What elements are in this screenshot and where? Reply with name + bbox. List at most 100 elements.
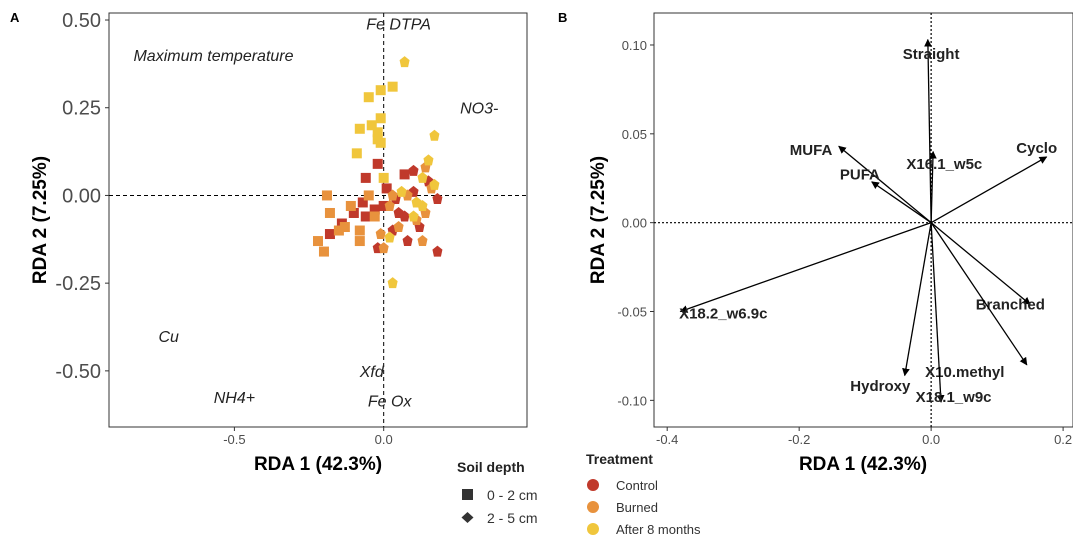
b-vector-label: X18.2_w6.9c — [679, 305, 767, 322]
panel-a-environment-labels: Fe DTPA Maximum temperature NO3- Cu Xfd NH4+ F… — [133, 17, 498, 411]
panel-b-x-axis-title: RDA 1 (42.3%) — [799, 454, 927, 475]
a-point-pentagon — [432, 192, 443, 204]
b-vector-arrow — [930, 222, 1031, 305]
legend-soil-depth: Soil depth 0 - 2 cm 2 - 5 cm — [457, 459, 538, 526]
a-y-tick-label: -0.50 — [55, 361, 101, 383]
legend-treatment-title: Treatment — [586, 451, 653, 467]
a-point-pentagon — [387, 277, 398, 289]
a-point-square — [375, 85, 386, 96]
a-point-pentagon — [396, 185, 407, 197]
a-point-square — [360, 211, 371, 222]
a-environment-label: NO3- — [460, 101, 498, 118]
a-point-square — [354, 225, 365, 236]
b-y-tick-label: 0.00 — [622, 216, 647, 231]
a-point-square — [369, 204, 380, 215]
a-point-square — [324, 229, 335, 240]
b-y-tick-label: 0.10 — [622, 38, 647, 53]
legend-treatment-control: Control — [616, 478, 658, 493]
a-environment-label: NH4+ — [214, 390, 255, 407]
a-point-pentagon — [417, 235, 428, 247]
b-vector-arrow — [871, 181, 932, 224]
a-point-square — [321, 190, 332, 201]
a-environment-label: Cu — [158, 329, 179, 346]
a-point-square — [318, 246, 329, 257]
a-point-square — [378, 200, 389, 211]
a-point-square — [372, 134, 383, 145]
a-point-square — [354, 123, 365, 134]
panel-b-vectors: Straight Cyclo MUFA PUFA X16.1_w5c X18.2_w6.9… — [679, 38, 1057, 406]
a-point-pentagon — [429, 178, 440, 190]
panel-a: A -0.5 0.0 0.50 0.25 0.00 -0.25 -0.50 Fe DTPA M… — [10, 10, 528, 475]
panel-a-reference-lines — [109, 13, 527, 427]
a-point-pentagon — [375, 228, 386, 240]
legend-soil-depth-item-1: 0 - 2 cm — [487, 487, 538, 503]
b-y-tick-label: 0.05 — [622, 127, 647, 142]
b-vector-arrow — [838, 145, 932, 224]
a-point-square — [333, 225, 344, 236]
legend-diamond-marker — [461, 512, 474, 523]
a-point-pentagon — [402, 235, 413, 247]
b-vector-arrow — [679, 222, 932, 313]
b-vector-label: Hydroxy — [850, 378, 911, 395]
a-point-pentagon — [399, 56, 410, 68]
panel-a-ticks: -0.5 0.0 0.50 0.25 0.00 -0.25 -0.50 — [55, 10, 392, 447]
panel-a-y-axis-title: RDA 2 (7.25%) — [30, 156, 51, 284]
a-point-square — [313, 236, 323, 247]
a-point-square — [360, 172, 371, 183]
a-point-pentagon — [429, 129, 440, 141]
b-x-tick-label: 0.2 — [1054, 432, 1072, 447]
a-point-square — [366, 120, 377, 131]
b-vector-label: X16.1_w5c — [906, 156, 982, 173]
b-y-tick-label: -0.05 — [617, 305, 647, 320]
a-point-square — [399, 169, 410, 180]
a-point-square — [372, 127, 383, 138]
panel-b-reference-lines — [654, 13, 1073, 427]
b-vector-label: Cyclo — [1016, 140, 1057, 157]
a-point-pentagon — [393, 221, 404, 233]
b-vector-label: PUFA — [840, 167, 880, 184]
legend-treatment: Treatment Control Burned After 8 months — [586, 451, 701, 537]
b-vector-arrow — [929, 150, 937, 223]
a-point-pentagon — [432, 245, 443, 257]
panel-b-ticks: -0.4 -0.2 0.0 0.2 0.10 0.05 0.00 -0.05 -0.10 — [617, 38, 1072, 447]
a-point-square — [351, 148, 362, 159]
b-vector-arrow — [930, 222, 945, 403]
panel-a-frame — [108, 12, 528, 428]
a-point-square — [348, 207, 359, 218]
a-point-pentagon — [408, 164, 419, 176]
a-point-square — [357, 197, 368, 208]
b-vector-arrow — [924, 38, 932, 223]
b-vector-arrow — [930, 156, 1048, 224]
legend-treatment-after-8-months: After 8 months — [616, 522, 701, 537]
b-vector-label: X18.1_w9c — [916, 389, 992, 406]
a-point-square — [363, 190, 374, 201]
a-point-pentagon — [384, 231, 395, 243]
a-point-pentagon — [393, 206, 404, 218]
panel-b-letter: B — [558, 10, 567, 25]
a-point-square — [345, 200, 356, 211]
a-y-tick-label: 0.50 — [62, 10, 101, 32]
legend-soil-depth-item-2: 2 - 5 cm — [487, 510, 538, 526]
a-y-tick-label: 0.25 — [62, 98, 101, 120]
legend-control-swatch — [587, 479, 599, 491]
a-x-tick-label: 0.0 — [375, 432, 393, 447]
legend-treatment-burned: Burned — [616, 500, 658, 515]
a-y-tick-label: 0.00 — [62, 185, 101, 207]
panel-a-letter: A — [10, 10, 20, 25]
a-point-pentagon — [387, 189, 398, 201]
b-vector-label: Branched — [976, 296, 1045, 313]
a-environment-label: Maximum temperature — [133, 48, 293, 65]
b-vector-label: MUFA — [790, 142, 833, 159]
b-x-tick-label: 0.0 — [922, 432, 940, 447]
b-vector-arrow — [930, 222, 1028, 366]
a-point-pentagon — [384, 199, 395, 211]
a-point-pentagon — [423, 154, 434, 166]
a-environment-label: Xfd — [359, 364, 385, 381]
a-point-square — [387, 81, 398, 92]
a-point-square — [372, 158, 383, 169]
a-point-square — [378, 172, 389, 183]
a-point-square — [369, 211, 380, 222]
a-point-pentagon — [408, 210, 419, 222]
a-point-square — [339, 222, 350, 233]
